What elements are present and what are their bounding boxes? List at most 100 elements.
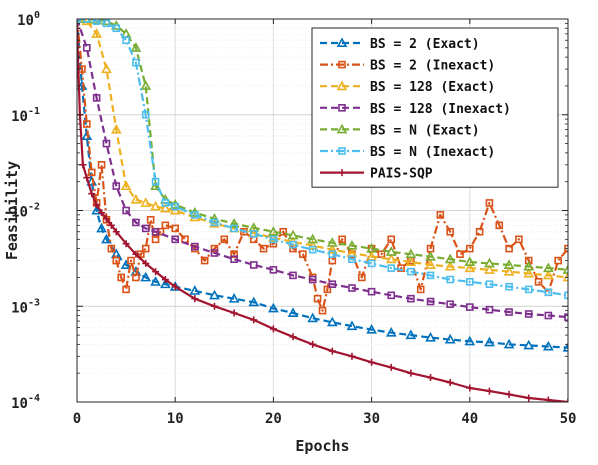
data-point-marker <box>220 235 229 244</box>
data-point-marker <box>544 311 553 320</box>
data-point-marker <box>101 233 112 244</box>
data-point-marker <box>465 244 474 253</box>
x-tick-label: 40 <box>461 411 478 427</box>
data-point-marker <box>287 229 299 240</box>
data-point-marker <box>323 285 332 294</box>
data-point-marker <box>122 240 130 248</box>
data-point-marker <box>91 28 102 38</box>
data-point-marker <box>171 235 179 244</box>
data-point-marker <box>326 237 338 247</box>
data-point-marker <box>132 218 140 227</box>
x-tick-label: 30 <box>363 411 380 427</box>
series-layer <box>77 19 568 402</box>
data-point-marker <box>368 358 376 366</box>
data-point-marker <box>249 261 258 269</box>
data-point-marker <box>107 244 116 253</box>
data-point-marker <box>405 248 417 259</box>
data-point-marker <box>98 209 106 217</box>
legend-entry: BS = 2 (Inexact) <box>320 59 495 74</box>
data-point-marker <box>171 283 179 291</box>
series-7 <box>77 24 568 402</box>
data-point-marker <box>544 288 553 297</box>
legend-label: BS = N (Exact) <box>370 123 480 138</box>
data-point-marker <box>348 284 356 292</box>
data-point-marker <box>456 250 464 258</box>
data-point-marker <box>495 221 504 230</box>
legend-label: PAIS-SQP <box>370 167 433 182</box>
data-point-marker <box>102 19 111 28</box>
data-point-marker <box>151 235 160 244</box>
data-point-marker <box>357 273 366 282</box>
data-point-marker <box>309 340 317 348</box>
series-line <box>77 19 568 349</box>
data-point-marker <box>268 226 279 236</box>
data-point-marker <box>97 161 106 169</box>
data-point-marker <box>544 396 552 402</box>
data-point-marker <box>308 275 317 284</box>
data-point-marker <box>79 161 87 169</box>
data-point-marker <box>407 294 415 303</box>
data-point-marker <box>564 291 568 300</box>
data-point-marker <box>505 244 513 253</box>
data-point-marker <box>287 307 299 318</box>
data-point-marker <box>112 182 121 190</box>
data-point-marker <box>484 336 495 347</box>
data-point-marker <box>485 387 493 395</box>
data-point-marker <box>152 268 160 276</box>
data-point-marker <box>366 242 377 253</box>
data-point-marker <box>436 211 445 219</box>
data-point-marker <box>83 174 91 182</box>
axis-ticks <box>76 18 569 403</box>
data-point-marker <box>307 312 319 323</box>
data-point-marker <box>338 169 346 177</box>
x-tick-label: 10 <box>167 411 184 427</box>
data-point-marker <box>140 197 152 207</box>
data-point-marker <box>407 267 415 276</box>
data-point-marker <box>117 273 125 282</box>
data-point-marker <box>268 232 279 242</box>
data-point-marker <box>485 280 494 288</box>
series-line <box>77 19 568 279</box>
data-point-marker <box>102 139 111 148</box>
data-point-marker <box>485 199 494 207</box>
data-point-marker <box>88 190 96 198</box>
data-point-marker <box>367 259 376 268</box>
data-point-marker <box>326 316 338 327</box>
data-point-marker <box>543 340 554 351</box>
data-point-marker <box>140 271 152 282</box>
data-point-marker <box>348 255 356 264</box>
data-point-marker <box>446 300 454 309</box>
data-point-marker <box>465 278 474 286</box>
data-point-marker <box>503 265 515 276</box>
data-point-marker <box>151 227 160 236</box>
series-line <box>77 28 568 402</box>
data-point-marker <box>505 308 513 316</box>
data-point-marker <box>161 276 169 284</box>
data-point-marker <box>397 264 405 272</box>
x-tick-label: 50 <box>560 411 577 427</box>
data-point-marker <box>141 224 150 233</box>
data-point-marker <box>524 285 533 294</box>
data-point-marker <box>464 335 476 346</box>
data-point-marker <box>485 305 494 314</box>
data-point-marker <box>140 80 152 90</box>
data-point-marker <box>562 264 568 274</box>
data-point-marker <box>426 297 435 306</box>
data-point-marker <box>446 275 454 284</box>
legend-label: BS = 2 (Inexact) <box>370 59 495 74</box>
data-point-marker <box>92 94 101 102</box>
data-point-marker <box>328 347 336 355</box>
data-point-marker <box>141 110 150 119</box>
data-point-marker <box>444 260 456 271</box>
data-point-marker <box>503 259 515 269</box>
data-point-marker <box>523 260 535 271</box>
data-point-marker <box>269 235 278 244</box>
data-point-marker <box>130 193 142 204</box>
data-point-marker <box>230 309 238 317</box>
data-point-marker <box>171 202 179 211</box>
data-point-marker <box>475 227 484 236</box>
data-point-marker <box>466 384 474 392</box>
data-point-marker <box>120 259 132 269</box>
data-point-marker <box>377 250 386 258</box>
data-point-marker <box>465 303 474 311</box>
